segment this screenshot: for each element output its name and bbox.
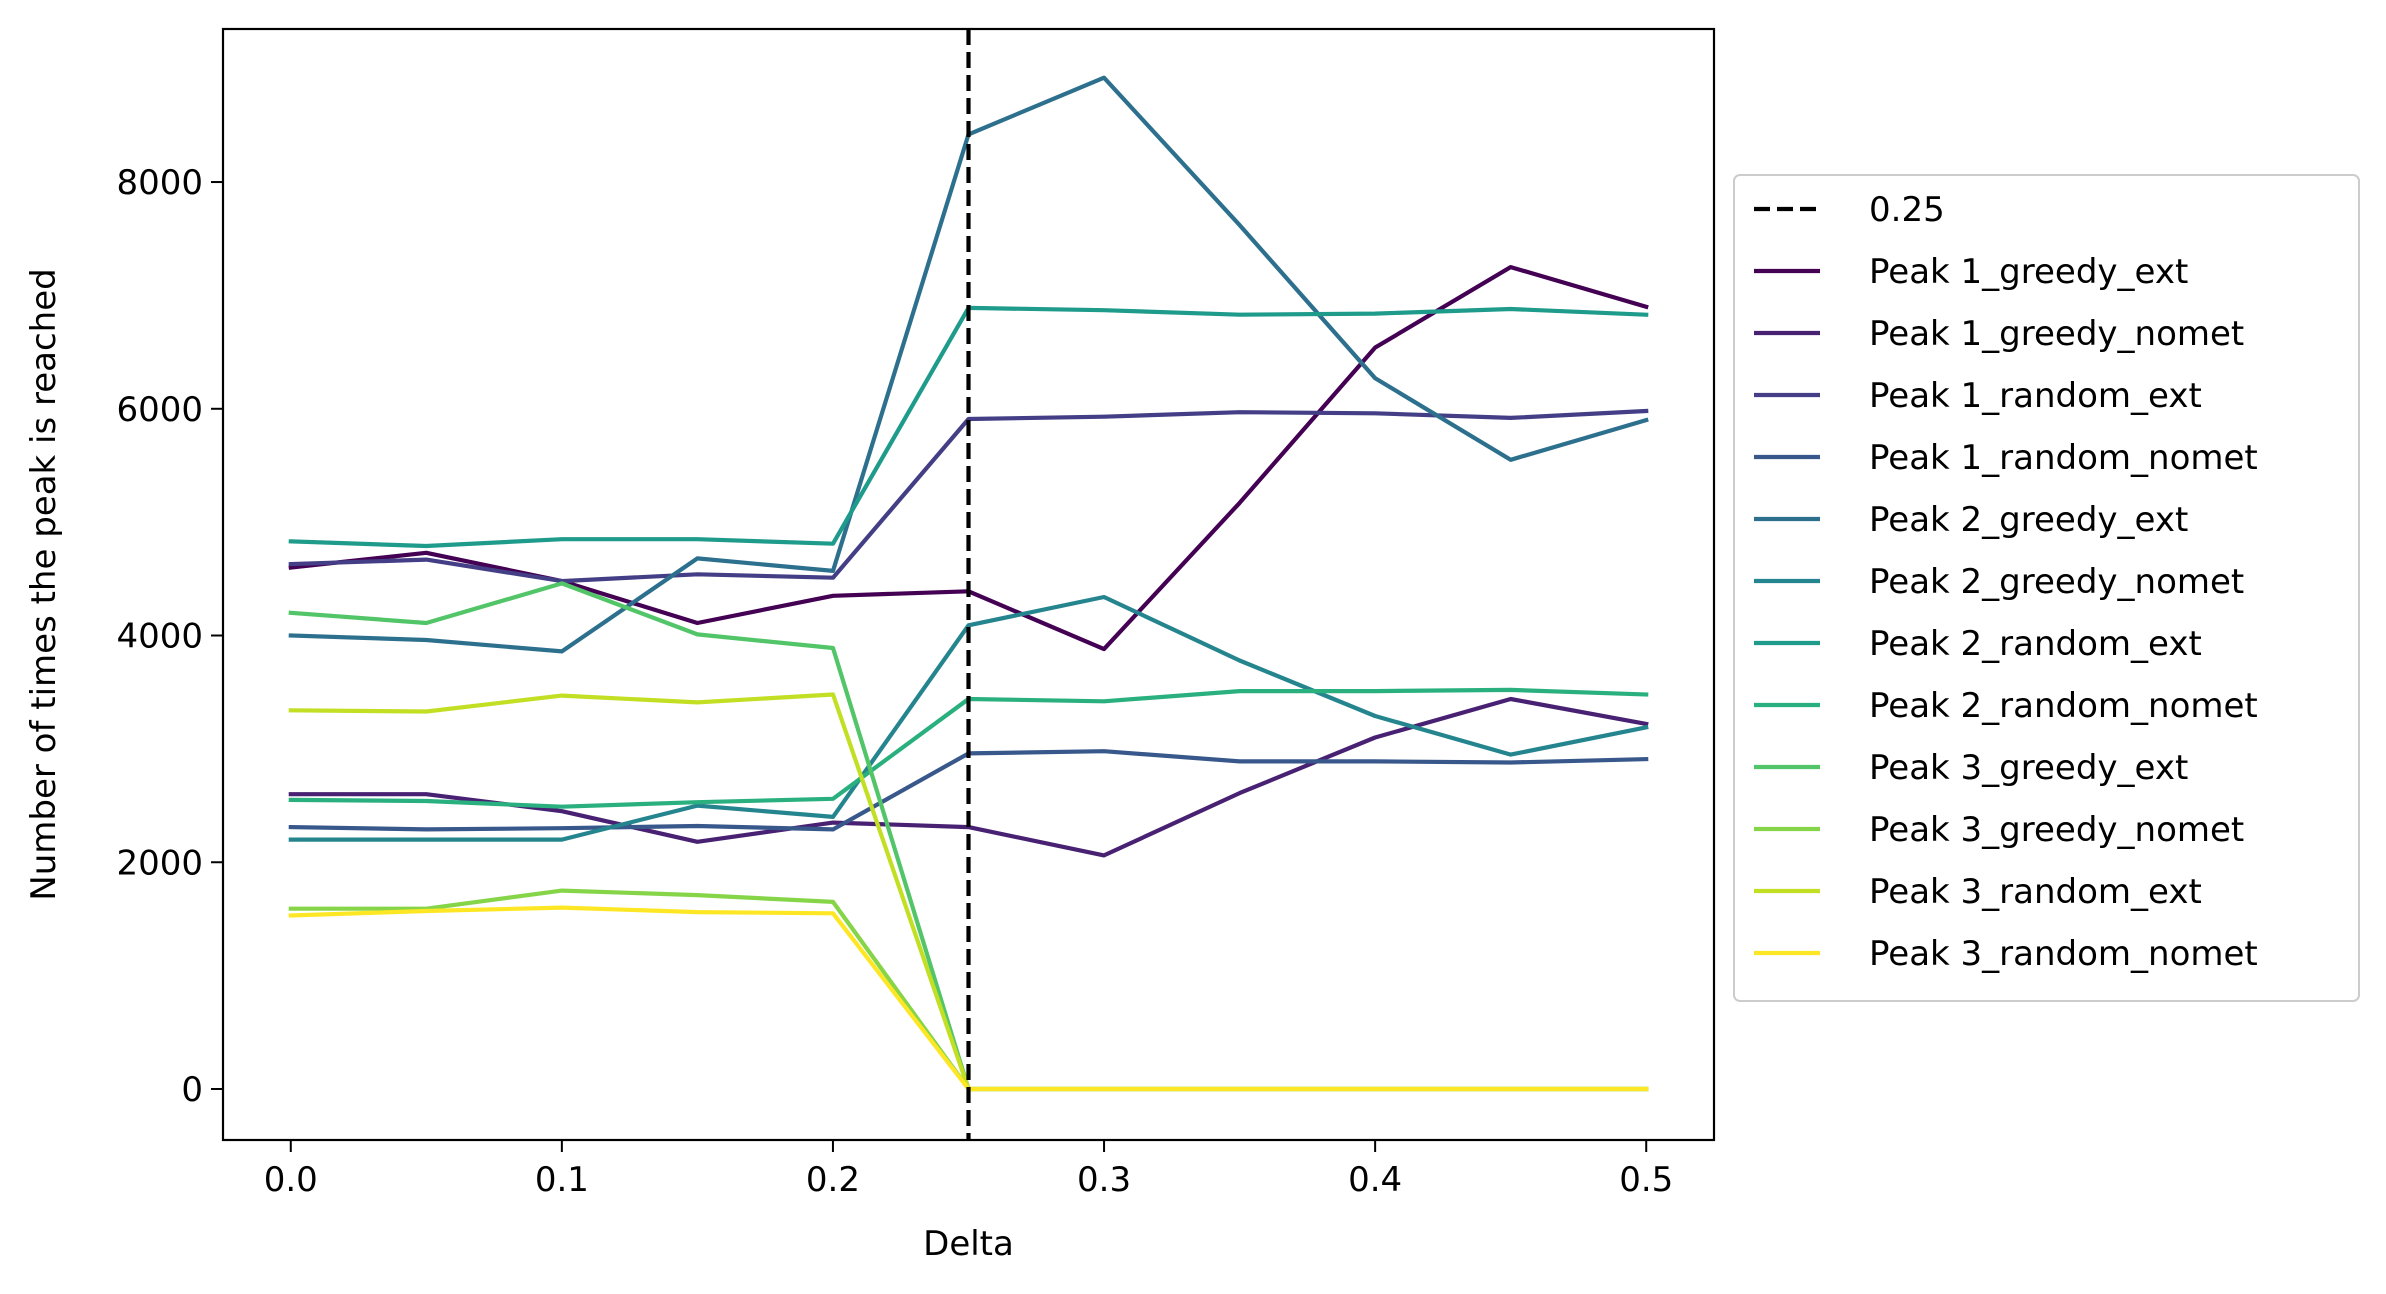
legend-label: Peak 2_greedy_ext: [1869, 500, 2188, 540]
legend-label: Peak 3_random_ext: [1869, 872, 2202, 912]
y-tick-label: 6000: [116, 390, 203, 430]
y-tick-label: 0: [181, 1070, 203, 1110]
legend-label: Peak 1_greedy_ext: [1869, 252, 2188, 292]
series-line-6: [288, 594, 1649, 842]
series-line-3: [288, 408, 1649, 584]
axes-frame: [221, 27, 1716, 1142]
legend-label: Peak 3_greedy_nomet: [1869, 810, 2244, 850]
y-tick-label: 4000: [116, 617, 203, 657]
legend-box: [1733, 174, 2360, 1002]
x-tick-label: 0.1: [535, 1160, 589, 1200]
legend-label: Peak 3_greedy_ext: [1869, 748, 2188, 788]
plot-area: [288, 29, 1649, 1140]
legend-label: Peak 3_random_nomet: [1869, 934, 2258, 974]
legend-label: Peak 2_random_ext: [1869, 624, 2202, 664]
x-tick-label: 0.5: [1619, 1160, 1673, 1200]
legend-label: Peak 2_random_nomet: [1869, 686, 2258, 726]
x-tick-label: 0.4: [1348, 1160, 1402, 1200]
legend-label: Peak 1_random_nomet: [1869, 438, 2258, 478]
legend-label: Peak 1_greedy_nomet: [1869, 314, 2244, 354]
legend-label: Peak 2_greedy_nomet: [1869, 562, 2244, 602]
axis-ticks: 0.0 0.1 0.2 0.3 0.4 0.5 0 2000 4000 6000 8000: [116, 163, 1673, 1200]
y-tick-label: 8000: [116, 163, 203, 203]
x-tick-label: 0.3: [1077, 1160, 1131, 1200]
legend: 0.25 Peak 1_greedy_ext Peak 1_greedy_nomet…: [1733, 174, 2360, 1002]
x-tick-label: 0.2: [806, 1160, 860, 1200]
x-axis-label: Delta: [923, 1224, 1014, 1264]
x-tick-label: 0.0: [264, 1160, 318, 1200]
y-axis-label: Number of times the peak is reached: [24, 268, 64, 900]
y-tick-label: 2000: [116, 843, 203, 883]
legend-label: Peak 1_random_ext: [1869, 376, 2202, 416]
legend-label: 0.25: [1869, 190, 1945, 230]
